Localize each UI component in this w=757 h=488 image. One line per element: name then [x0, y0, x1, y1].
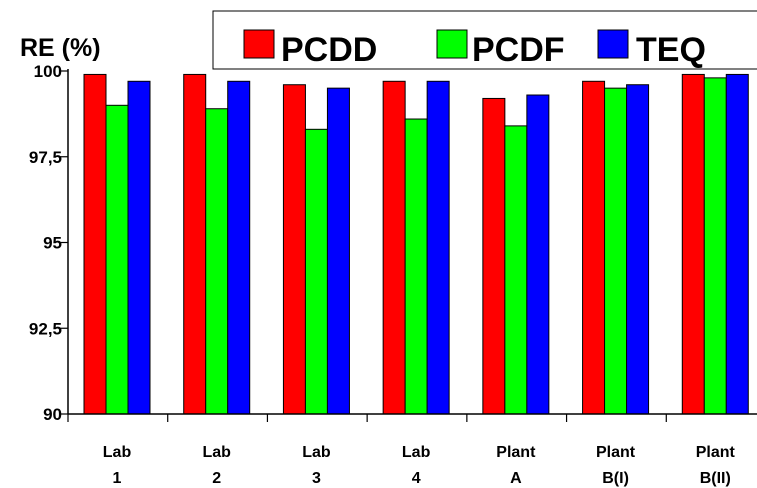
bar-teq-5	[526, 94, 550, 415]
x-tick-label: Plant	[596, 444, 636, 461]
x-tick-label: Lab	[402, 444, 431, 461]
bar-teq-2	[227, 80, 251, 415]
x-tick-label: 3	[312, 470, 321, 487]
bar-pcdf-2	[205, 108, 229, 415]
x-tick-label: Lab	[103, 444, 132, 461]
x-tick-label: Lab	[202, 444, 231, 461]
x-tick-label: 4	[412, 470, 421, 487]
y-tick-label: 100	[34, 62, 62, 81]
bars	[83, 73, 749, 415]
legend: PCDD PCDF TEQ	[212, 10, 757, 70]
legend-label-pcdf: PCDF	[472, 31, 565, 69]
x-tick-label: 1	[113, 470, 122, 487]
x-tick-label: Plant	[496, 444, 536, 461]
x-tick-label: 2	[212, 470, 221, 487]
y-tick-label: 97,5	[29, 148, 62, 167]
bar-pcdd-3	[282, 84, 306, 415]
x-tick-label: Lab	[302, 444, 331, 461]
bar-pcdf-7	[703, 77, 727, 415]
bar-teq-6	[626, 84, 650, 415]
legend-swatch-pcdf	[436, 29, 468, 59]
x-tick-label: A	[510, 470, 522, 487]
bar-pcdd-4	[382, 80, 406, 415]
legend-swatch-teq	[597, 29, 629, 59]
bar-teq-7	[725, 73, 749, 415]
y-tick-label: 90	[43, 405, 62, 424]
bar-pcdf-6	[604, 87, 628, 415]
legend-swatch-pcdd	[243, 29, 275, 59]
bar-pcdf-4	[404, 118, 428, 415]
bar-pcdf-1	[105, 104, 129, 415]
y-tick-label: 95	[43, 234, 62, 253]
x-tick-label: B(II)	[700, 470, 731, 487]
bar-pcdd-6	[582, 80, 606, 415]
bar-pcdd-2	[183, 73, 207, 415]
x-tick-label: B(I)	[602, 470, 629, 487]
legend-label-pcdd: PCDD	[281, 31, 377, 69]
bar-teq-4	[426, 80, 450, 415]
bar-teq-1	[127, 80, 151, 415]
x-tick-label: Plant	[696, 444, 736, 461]
bar-teq-3	[326, 87, 350, 415]
bar-pcdd-5	[482, 97, 506, 415]
bar-pcdd-7	[681, 73, 705, 415]
axes	[67, 69, 757, 422]
legend-label-teq: TEQ	[636, 31, 706, 69]
x-ticks: Lab 1 Lab 2 Lab 3 Lab 4 Plant A Plant B(I) Plant B(II…	[103, 444, 736, 487]
bar-pcdf-5	[504, 125, 528, 415]
y-axis-label: RE (%)	[20, 34, 101, 62]
y-ticks: 90 92,5 95 97,5 100	[29, 62, 68, 424]
bar-pcdd-1	[83, 73, 107, 415]
legend-box	[212, 10, 757, 70]
bar-pcdf-3	[304, 128, 328, 415]
y-tick-label: 92,5	[29, 319, 62, 338]
